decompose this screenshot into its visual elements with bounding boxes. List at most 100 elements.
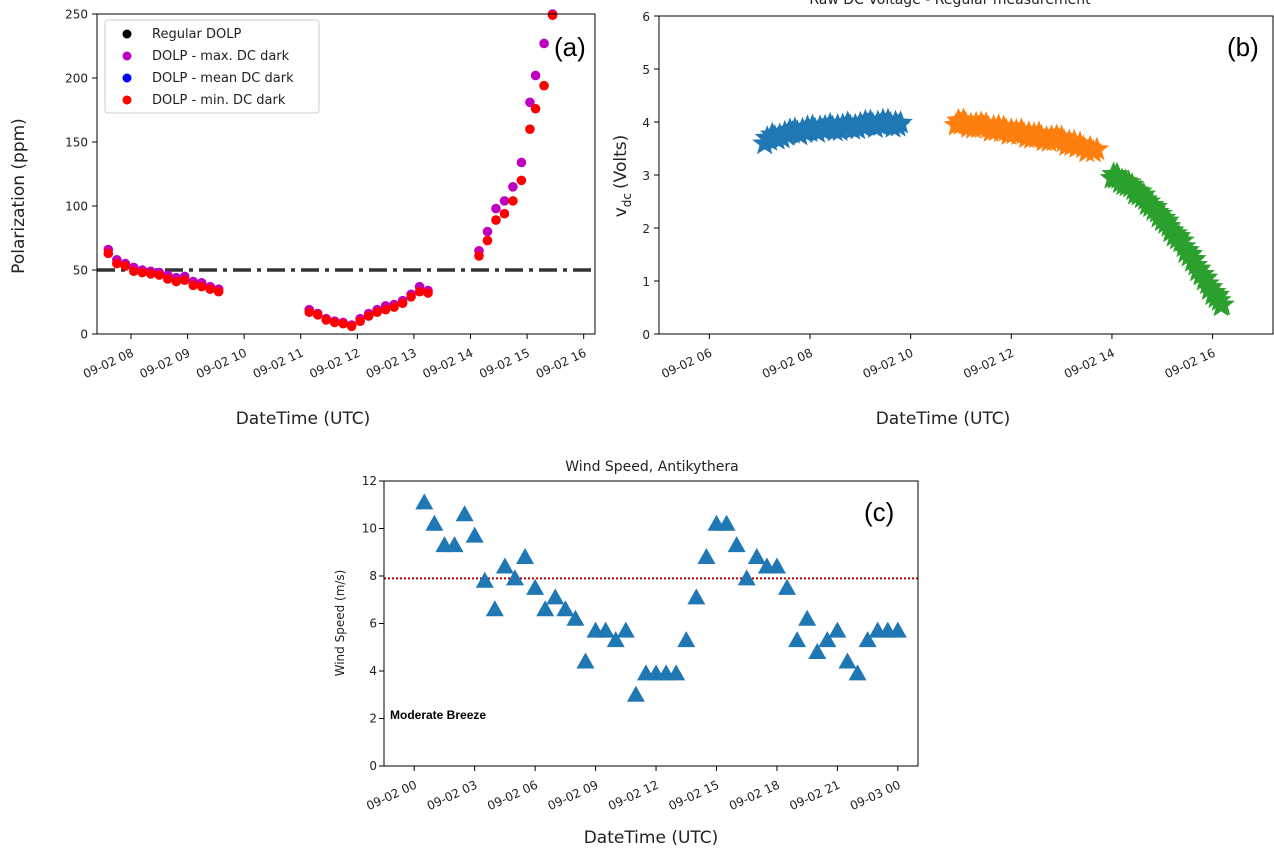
panel-a-marks (97, 9, 595, 332)
panel-c-point (838, 652, 857, 669)
panel-c-xtick-label: 09-02 00 (364, 778, 419, 813)
legend-marker-mean-dc-dark (122, 73, 132, 83)
panel-c-point (858, 631, 877, 648)
panel-a-point-dolp-min-dc-dark (112, 258, 122, 269)
panel-b-ylabel-unit: (Volts) (611, 135, 631, 189)
panel-c-point (415, 493, 434, 510)
panel-a-point-dolp-min-dc-dark (363, 311, 374, 321)
panel-a-point-dolp-min-dc-dark (539, 80, 549, 91)
panel-c-ytick-label: 12 (362, 474, 377, 488)
panel-a-point-dolp-min-dc-dark (499, 208, 510, 219)
panel-c-ytick-label: 6 (369, 617, 377, 631)
panel-c-point (717, 514, 736, 531)
panel-c-point (818, 631, 837, 648)
panel-b-ytick-label: 2 (642, 222, 650, 236)
panel-a-xtick-label: 09-02 13 (364, 346, 419, 381)
panel-a-point-dolp-min-dc-dark (162, 274, 173, 284)
panel-a-point-dolp-min-dc-dark (145, 269, 156, 279)
panel-c-marks (384, 493, 918, 702)
panel-a-ytick-label: 200 (65, 72, 88, 86)
panel-a-axes-frame (96, 13, 596, 335)
panel-c-point (526, 578, 545, 595)
panel-c-point (626, 685, 645, 702)
panel-c-point (697, 548, 716, 564)
panel-a-xlabel: DateTime (UTC) (236, 409, 371, 429)
panel-a-xtick-label: 09-02 15 (477, 346, 532, 381)
panel-c-point (465, 526, 484, 543)
panel-c-ylabel: Wind Speed (m/s) (333, 570, 347, 677)
panel-a-xtick-label: 09-02 10 (194, 346, 249, 381)
panel-a-point-dolp-min-dc-dark (474, 251, 484, 261)
legend-label-mean-dc-dark: DOLP - mean DC dark (152, 71, 294, 86)
panel-a-point-dolp-max-dc-dark (491, 203, 501, 214)
panel-c-point (848, 664, 867, 681)
panel-a-ytick-label: 150 (65, 136, 88, 150)
panel-b-xtick-label: 09-02 10 (861, 346, 916, 381)
panel-a-point-dolp-min-dc-dark (406, 292, 416, 302)
panel-a-point-dolp-min-dc-dark (312, 310, 323, 320)
panel-a-point-dolp-min-dc-dark (213, 286, 224, 297)
panel-a-point-dolp-min-dc-dark (423, 288, 433, 298)
panel-a-point-dolp-max-dc-dark (539, 38, 549, 49)
panel-c-xtick-label: 09-03 00 (848, 778, 903, 813)
panel-b-xtick-label: 09-02 14 (1062, 346, 1117, 381)
svg-text:vdc(Volts): vdc (Volts) (611, 135, 634, 218)
panel-a-xtick-label: 09-02 14 (421, 346, 476, 381)
panel-a-point-dolp-min-dc-dark (103, 248, 114, 259)
panel-c-point (475, 571, 494, 588)
panel-a-point-dolp-max-dc-dark (482, 226, 493, 237)
panel-a-point-dolp-min-dc-dark (304, 307, 315, 318)
panel-a-point-dolp-min-dc-dark (380, 304, 391, 315)
panel-a-point-dolp-min-dc-dark (329, 317, 340, 328)
panel-c-xtick-label: 09-02 15 (666, 778, 721, 813)
panel-c-label: (c) (864, 497, 894, 527)
panel-a-point-dolp-max-dc-dark (525, 97, 535, 108)
panel-a-point-dolp-min-dc-dark (355, 316, 365, 327)
panel-c-point (808, 643, 827, 659)
panel-c-ytick-label: 2 (369, 712, 377, 726)
panel-c-point (767, 557, 786, 574)
panel-c-point (516, 548, 535, 564)
panel-a-point-dolp-min-dc-dark (171, 276, 182, 287)
panel-a-legend: Regular DOLP DOLP - max. DC dark DOLP - … (104, 19, 320, 114)
panel-a-point-dolp-min-dc-dark (547, 10, 558, 21)
panel-a-xtick-label: 09-02 09 (138, 346, 193, 381)
panel-c-point (596, 621, 615, 638)
panel-c-point (778, 578, 797, 595)
panel-a-polarization: 09-02 08 09-02 09 09-02 10 09-02 11 09-02 12… (9, 8, 596, 429)
panel-c-ytick-label: 4 (369, 664, 377, 678)
panel-c-point (747, 548, 766, 564)
panel-b-xtick-label: 09-02 16 (1163, 346, 1218, 381)
panel-a-ytick-label: 100 (65, 200, 88, 214)
panel-b-marks (752, 107, 1235, 317)
panel-b-ytick-label: 5 (642, 63, 650, 77)
panel-b-dc-voltage: Raw DC Voltage - Regular measurement 09-… (611, 0, 1274, 429)
panel-c-title: Wind Speed, Antikythera (565, 459, 738, 475)
panel-a-point-dolp-max-dc-dark (508, 182, 518, 192)
panel-c-ytick-label: 10 (362, 522, 377, 536)
panel-b-ytick-label: 1 (642, 275, 650, 289)
panel-b-ylabel-subscript: dc (620, 193, 634, 207)
panel-c-point (727, 536, 746, 553)
panel-b-xlabel: DateTime (UTC) (876, 409, 1011, 429)
panel-b-ytick-label: 6 (642, 10, 650, 24)
panel-b-xtick-label: 09-02 12 (961, 346, 1016, 381)
panel-c-point (606, 631, 625, 648)
panel-a-point-dolp-min-dc-dark (414, 286, 425, 297)
panel-a-ytick-label: 0 (80, 328, 88, 342)
panel-a-ytick-label: 50 (73, 264, 88, 278)
panel-b-axes-frame (658, 15, 1274, 335)
panel-c-xtick-label: 09-02 12 (606, 778, 661, 813)
legend-box (104, 19, 320, 114)
panel-c-point (445, 536, 464, 553)
panel-b-label: (b) (1227, 32, 1259, 62)
panel-a-point-dolp-max-dc-dark (499, 196, 510, 206)
panel-b-point-series-2 (1067, 130, 1093, 155)
panel-a-point-dolp-min-dc-dark (372, 307, 382, 318)
panel-b-point-series-3 (1210, 291, 1235, 316)
panel-c-annotation-moderate-breeze: Moderate Breeze (390, 708, 486, 722)
panel-a-ylabel: Polarization (ppm) (9, 118, 29, 274)
panel-a-xtick-label: 09-02 11 (251, 346, 306, 381)
panel-b-xtick-label: 09-02 08 (760, 346, 815, 381)
